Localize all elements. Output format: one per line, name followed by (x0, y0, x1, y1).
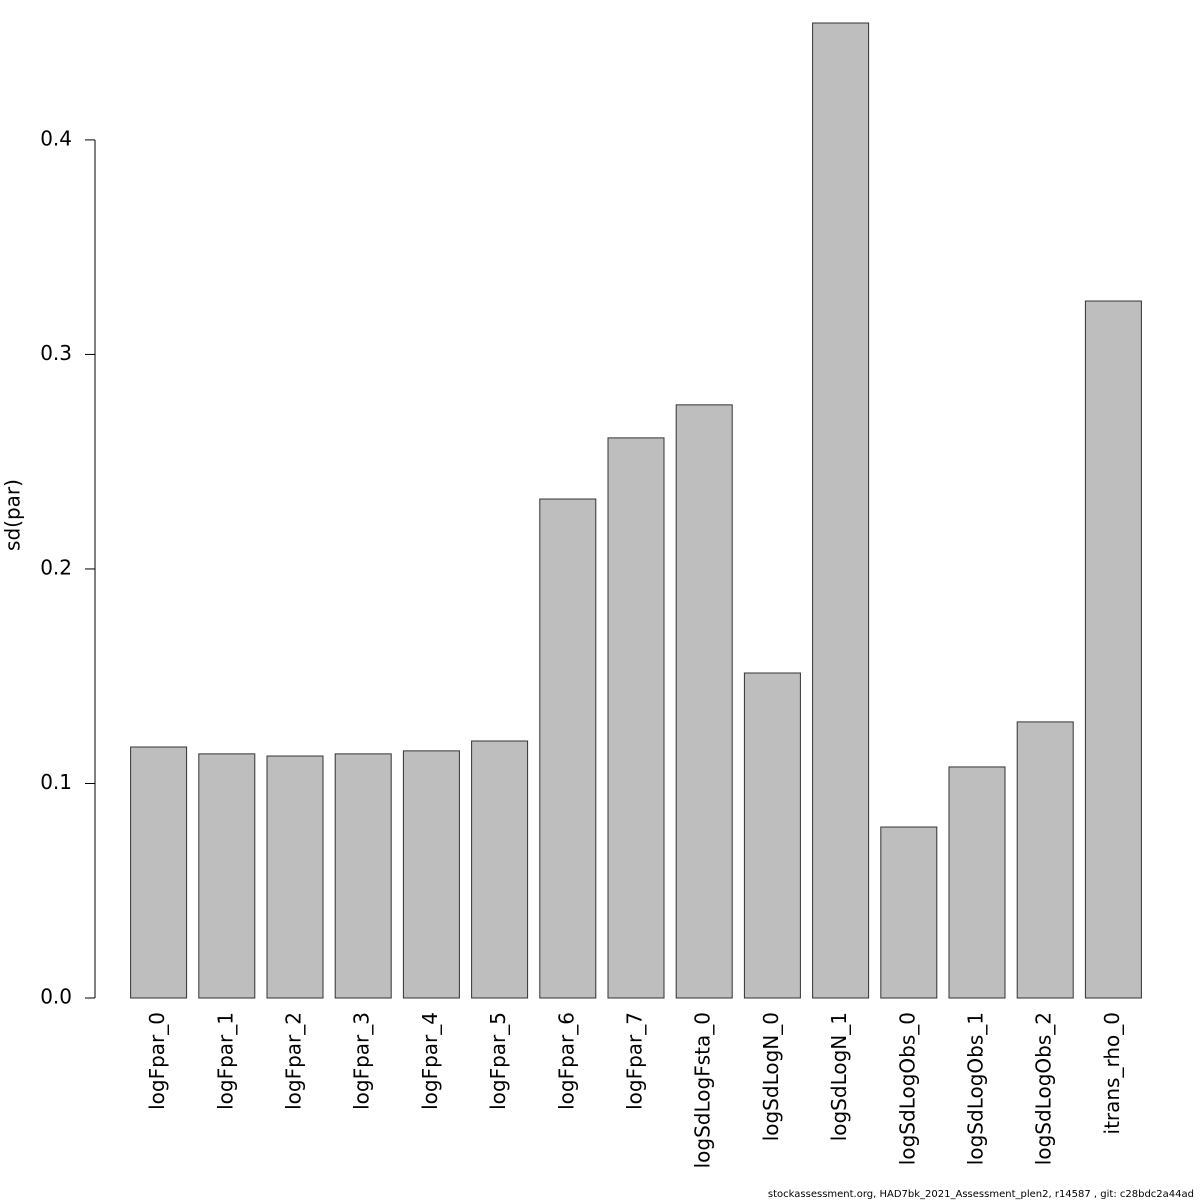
bar (948, 766, 1006, 999)
bar (880, 826, 938, 999)
bar (334, 753, 392, 999)
y-tick-label: 0.3 (40, 341, 72, 365)
bar (266, 755, 324, 999)
x-tick-label: logFpar_3 (350, 1012, 374, 1110)
bar (607, 437, 665, 999)
bar (812, 22, 870, 999)
y-tick-label: 0.1 (40, 770, 72, 794)
x-tick-label: itrans_rho_0 (1100, 1012, 1124, 1134)
x-tick-label: logFpar_2 (282, 1012, 306, 1110)
y-tick-label: 0.4 (40, 126, 72, 150)
bar (675, 404, 733, 999)
x-tick-label: logSdLogN_1 (827, 1012, 851, 1141)
y-tick-label: 0.0 (40, 985, 72, 1009)
bar (471, 740, 529, 999)
y-axis-label: sd(par) (1, 479, 25, 551)
y-tick-label: 0.2 (40, 555, 72, 579)
footer: stockassessment.org, HAD7bk_2021_Assessm… (768, 1189, 1194, 1200)
x-tick-label: logFpar_4 (418, 1012, 442, 1110)
x-tick-label: logFpar_1 (213, 1012, 237, 1110)
x-tick-label: logFpar_6 (554, 1012, 578, 1110)
x-tick-label: logFpar_5 (486, 1012, 510, 1110)
bar (1016, 721, 1074, 999)
bar (198, 753, 256, 999)
x-tick-label: logSdLogN_0 (759, 1012, 783, 1141)
bar (1084, 300, 1142, 999)
x-tick-label: logSdLogObs_1 (964, 1012, 988, 1165)
x-tick-label: logSdLogFsta_0 (691, 1012, 715, 1168)
x-tick-label: logSdLogObs_0 (895, 1012, 919, 1165)
x-tick-label: logFpar_7 (623, 1012, 647, 1110)
bar (402, 750, 460, 999)
x-tick-label: logSdLogObs_2 (1032, 1012, 1056, 1165)
bar (130, 746, 188, 999)
x-tick-label: logFpar_0 (145, 1012, 169, 1110)
bar (743, 672, 801, 999)
bar (539, 498, 597, 999)
